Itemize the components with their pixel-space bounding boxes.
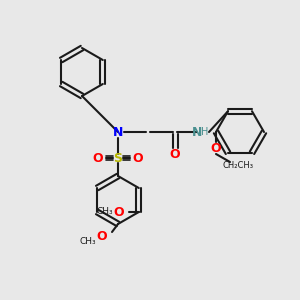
- Text: N: N: [192, 125, 202, 139]
- Text: O: O: [113, 206, 124, 218]
- Text: O: O: [133, 152, 143, 164]
- Text: H: H: [201, 127, 209, 137]
- Text: CH₃: CH₃: [97, 208, 113, 217]
- Text: O: O: [97, 230, 107, 242]
- Text: CH₂CH₃: CH₂CH₃: [223, 161, 254, 170]
- Text: CH₃: CH₃: [80, 238, 96, 247]
- Text: S: S: [113, 152, 122, 164]
- Text: N: N: [113, 125, 123, 139]
- Text: O: O: [93, 152, 103, 164]
- Text: O: O: [211, 142, 221, 154]
- Text: O: O: [170, 148, 180, 160]
